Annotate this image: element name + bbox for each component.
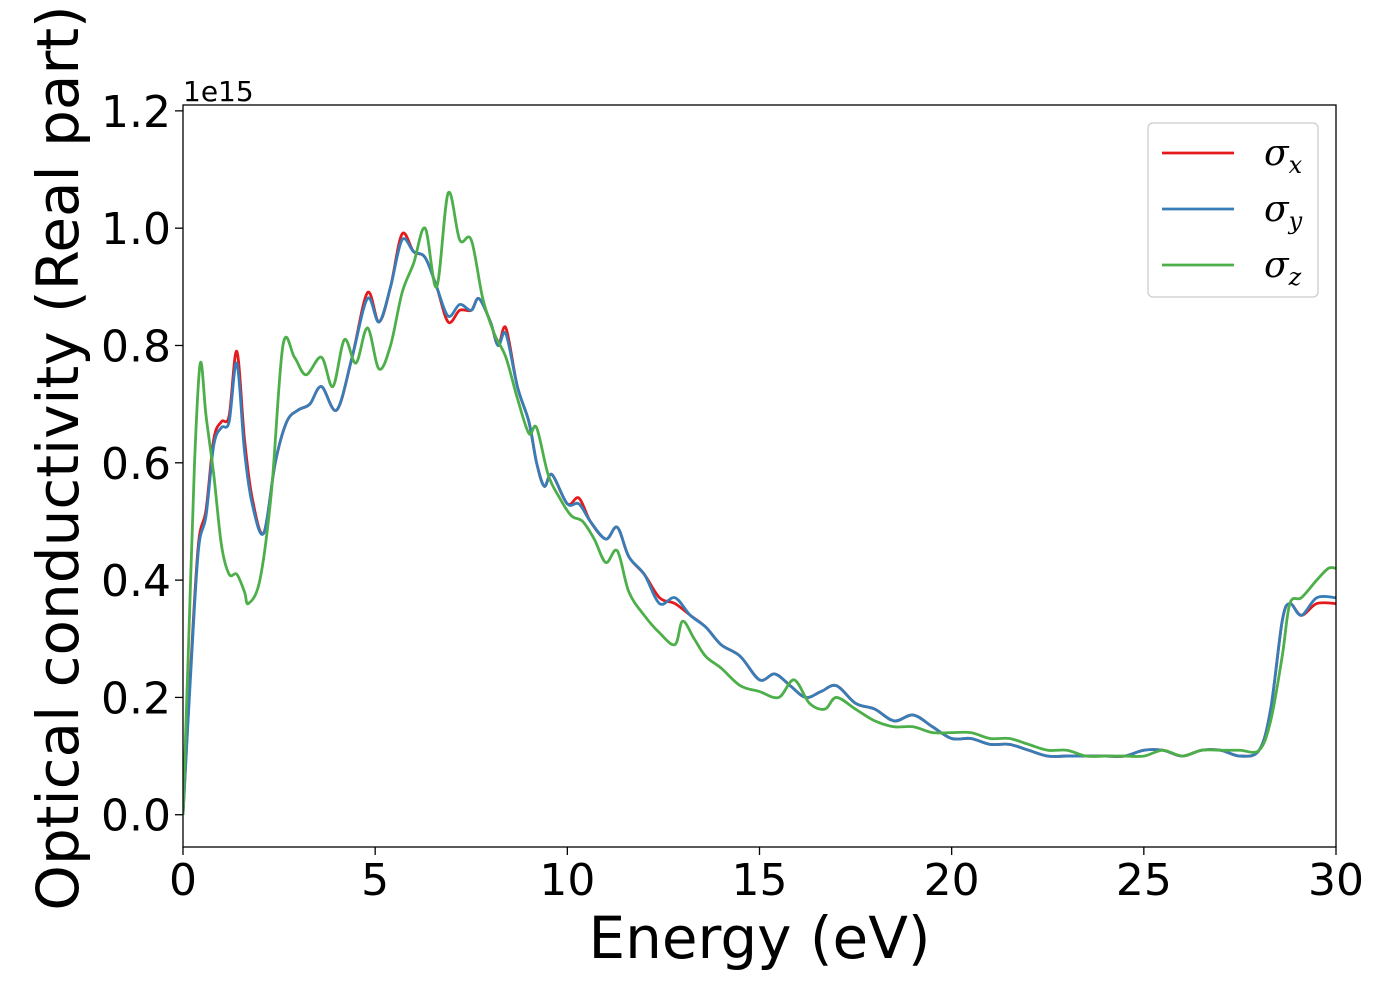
y-axis: 0.0 0.2 0.4 0.6 0.8 1.0 1.2 — [101, 87, 183, 842]
series-layer — [183, 190, 1336, 815]
x-tick-label: 0 — [169, 855, 197, 906]
x-axis: 0 5 10 15 20 25 30 — [169, 847, 1364, 906]
x-tick-label: 15 — [732, 855, 788, 906]
legend-label-sigma-x: σx — [1264, 133, 1303, 179]
series-line-sigma-z — [183, 190, 1336, 815]
y-tick-label: 0.4 — [101, 556, 171, 607]
x-tick-label: 20 — [924, 855, 980, 906]
y-axis-label: Optical conductivity (Real part) — [24, 5, 92, 910]
y-tick-label: 1.0 — [101, 204, 171, 255]
legend-label-sigma-z: σz — [1264, 245, 1302, 291]
legend: σx σy σz — [1147, 122, 1319, 298]
y-tick-label: 0.8 — [101, 321, 171, 372]
y-tick-label: 0.2 — [101, 673, 171, 724]
x-tick-label: 30 — [1308, 855, 1364, 906]
x-tick-label: 5 — [361, 855, 389, 906]
y-tick-label: 0.0 — [101, 791, 171, 842]
x-tick-label: 10 — [539, 855, 595, 906]
y-offset-label: 1e15 — [183, 75, 254, 108]
y-tick-label: 1.2 — [101, 87, 171, 138]
x-axis-label: Energy (eV) — [588, 904, 930, 972]
y-tick-label: 0.6 — [101, 439, 171, 490]
x-tick-label: 25 — [1116, 855, 1172, 906]
legend-label-sigma-y: σy — [1264, 189, 1303, 235]
